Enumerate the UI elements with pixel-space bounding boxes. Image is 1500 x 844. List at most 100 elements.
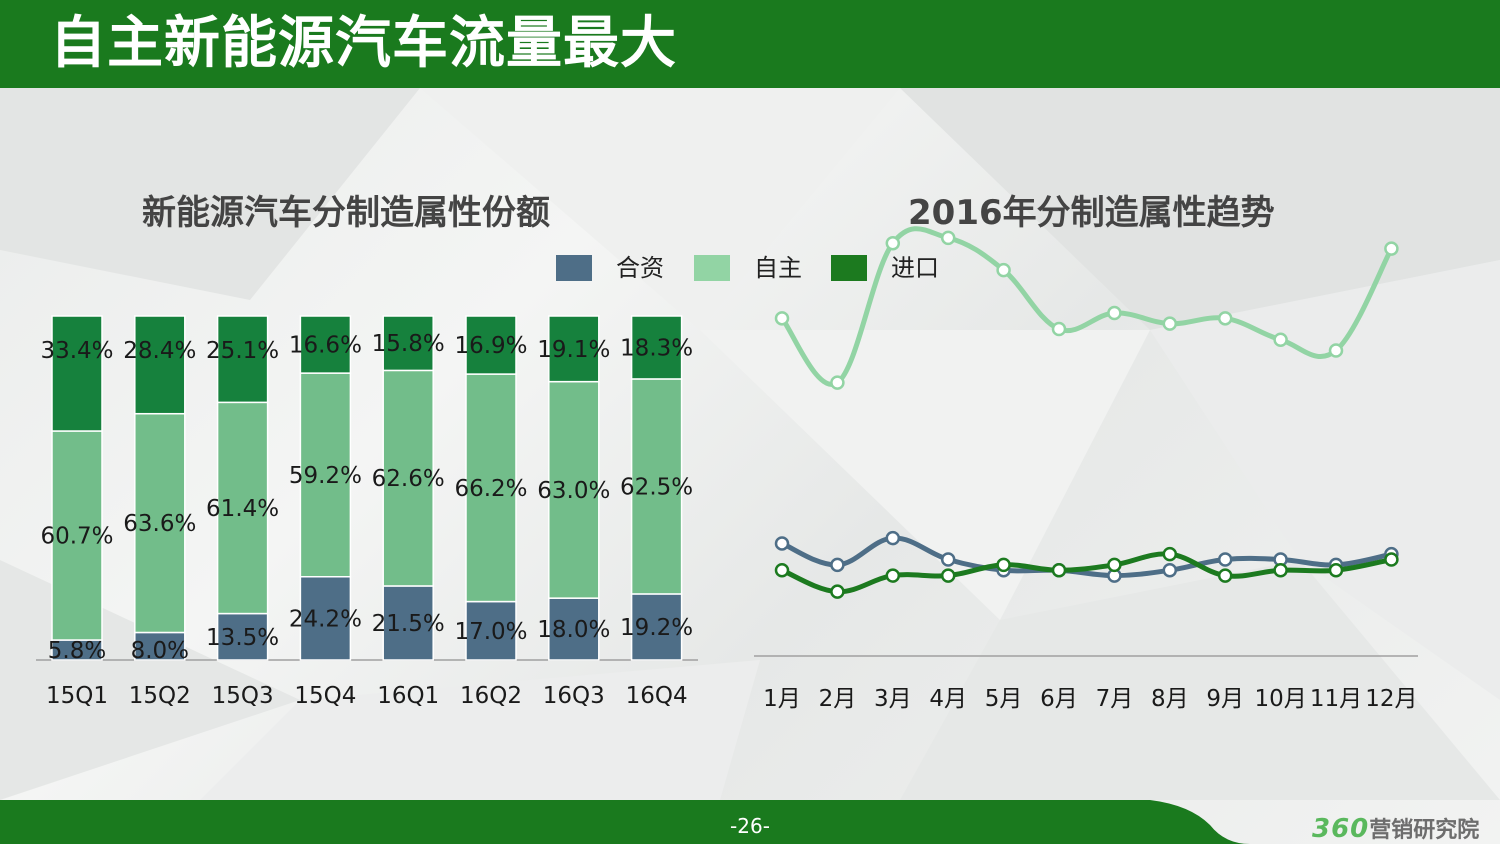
line-point-hezi-9	[1217, 552, 1233, 567]
line-tick-12: 12月	[1365, 686, 1417, 712]
line-tick-1: 1月	[763, 686, 801, 712]
bar-label-hezi-15Q2: 8.0%	[131, 638, 189, 664]
legend-label-jinkou: 进口	[891, 254, 939, 282]
bar-zizhu-15Q3	[216, 401, 269, 615]
bar-label-jinkou-15Q3: 25.1%	[206, 338, 279, 364]
bar-label-hezi-16Q3: 18.0%	[537, 617, 610, 643]
bar-jinkou-15Q1	[51, 315, 103, 432]
line-point-jinkou-3	[885, 568, 901, 583]
bar-hezi-16Q2	[465, 600, 517, 661]
bar-label-zizhu-16Q3: 63.0%	[537, 478, 610, 504]
bar-jinkou-16Q4	[630, 315, 683, 380]
line-point-jinkou-4	[940, 568, 956, 583]
line-point-jinkou-9	[1217, 568, 1233, 583]
bar-label-jinkou-15Q4: 16.6%	[289, 333, 362, 359]
line-point-hezi-8	[1162, 562, 1178, 578]
bar-chart-title: 新能源汽车分制造属性份额	[142, 193, 550, 233]
logo: 360营销研究院	[1312, 812, 1479, 844]
line-point-zizhu-11	[1328, 343, 1344, 358]
page-number: -26-	[730, 814, 770, 838]
bar-hezi-16Q1	[382, 585, 434, 661]
line-point-zizhu-6	[1051, 321, 1067, 337]
legend-label-hezi: 合资	[616, 254, 664, 282]
bar-label-jinkou-16Q3: 19.1%	[537, 337, 610, 363]
bar-label-zizhu-16Q2: 66.2%	[454, 476, 527, 502]
logo-number: 360	[1312, 814, 1370, 844]
legend-label-zizhu: 自主	[754, 254, 802, 282]
footer-bar	[0, 800, 1250, 844]
line-tick-10: 10月	[1254, 686, 1306, 712]
bar-tick-16Q2: 16Q2	[460, 683, 522, 709]
bar-label-jinkou-15Q2: 28.4%	[123, 338, 196, 364]
line-tick-6: 6月	[1040, 686, 1078, 712]
line-point-hezi-1	[774, 536, 790, 551]
bar-jinkou-16Q1	[382, 315, 434, 372]
bar-label-hezi-16Q1: 21.5%	[372, 611, 445, 637]
bar-label-hezi-16Q4: 19.2%	[620, 615, 693, 641]
bar-tick-15Q1: 15Q1	[46, 683, 108, 709]
line-point-jinkou-8	[1162, 546, 1178, 562]
page-title: 自主新能源汽车流量最大	[50, 11, 677, 76]
line-point-zizhu-8	[1162, 316, 1178, 331]
bar-label-jinkou-15Q1: 33.4%	[40, 338, 113, 364]
bar-jinkou-15Q4	[299, 315, 352, 374]
line-point-jinkou-6	[1051, 562, 1067, 578]
bar-label-hezi-15Q4: 24.2%	[289, 606, 362, 632]
bar-label-zizhu-15Q1: 60.7%	[40, 524, 113, 550]
bar-tick-15Q4: 15Q4	[294, 683, 356, 709]
bar-hezi-16Q3	[548, 597, 600, 661]
legend-swatch-hezi	[556, 255, 592, 281]
line-tick-11: 11月	[1310, 686, 1362, 712]
header-bar: 自主新能源汽车流量最大	[0, 0, 1500, 88]
line-tick-7: 7月	[1096, 686, 1134, 712]
bar-label-zizhu-16Q1: 62.6%	[372, 466, 445, 492]
bar-zizhu-16Q3	[548, 380, 600, 599]
bar-label-hezi-15Q1: 5.8%	[48, 638, 106, 664]
bar-label-hezi-16Q2: 17.0%	[454, 619, 527, 645]
bar-zizhu-16Q4	[630, 378, 683, 595]
line-point-zizhu-1	[774, 311, 790, 326]
line-tick-4: 4月	[929, 686, 967, 712]
logo-text: 营销研究院	[1369, 818, 1480, 843]
line-point-jinkou-12	[1384, 552, 1399, 567]
line-point-hezi-2	[830, 557, 845, 573]
bar-jinkou-15Q2	[134, 315, 186, 415]
bar-jinkou-16Q2	[465, 315, 517, 375]
line-point-zizhu-5	[996, 262, 1011, 278]
line-point-zizhu-12	[1384, 241, 1399, 256]
line-point-jinkou-2	[830, 584, 845, 599]
line-tick-3: 3月	[874, 686, 912, 712]
bar-tick-15Q3: 15Q3	[212, 683, 274, 709]
bar-label-jinkou-16Q2: 16.9%	[454, 333, 527, 359]
line-point-jinkou-1	[774, 562, 790, 578]
bar-tick-15Q2: 15Q2	[129, 683, 191, 709]
bar-label-zizhu-15Q2: 63.6%	[123, 511, 196, 537]
bar-jinkou-16Q3	[548, 315, 600, 383]
bar-tick-16Q4: 16Q4	[626, 683, 688, 709]
line-point-hezi-3	[885, 530, 901, 546]
bar-label-jinkou-16Q4: 18.3%	[620, 335, 693, 361]
line-series-zizhu	[779, 226, 1394, 387]
bar-hezi-15Q3	[216, 612, 269, 661]
bar-zizhu-16Q1	[382, 369, 434, 587]
line-point-zizhu-4	[940, 230, 956, 246]
line-tick-8: 8月	[1151, 686, 1189, 712]
line-tick-5: 5月	[985, 686, 1023, 712]
line-point-zizhu-3	[885, 236, 901, 251]
line-tick-9: 9月	[1206, 686, 1244, 712]
line-point-jinkou-11	[1328, 562, 1344, 578]
line-point-jinkou-10	[1273, 562, 1288, 578]
bar-zizhu-15Q4	[299, 372, 352, 578]
legend-swatch-zizhu	[694, 255, 730, 281]
line-chart-title: 2016年分制造属性趋势	[908, 193, 1275, 233]
bar-jinkou-15Q3	[216, 315, 269, 404]
line-point-jinkou-5	[996, 557, 1011, 573]
bar-hezi-16Q4	[630, 593, 683, 661]
bar-label-zizhu-15Q3: 61.4%	[206, 496, 279, 522]
bar-zizhu-15Q1	[51, 430, 103, 641]
line-point-hezi-4	[940, 552, 956, 567]
line-point-zizhu-2	[830, 375, 845, 390]
bar-label-jinkou-16Q1: 15.8%	[372, 331, 445, 357]
line-point-zizhu-9	[1217, 311, 1233, 326]
